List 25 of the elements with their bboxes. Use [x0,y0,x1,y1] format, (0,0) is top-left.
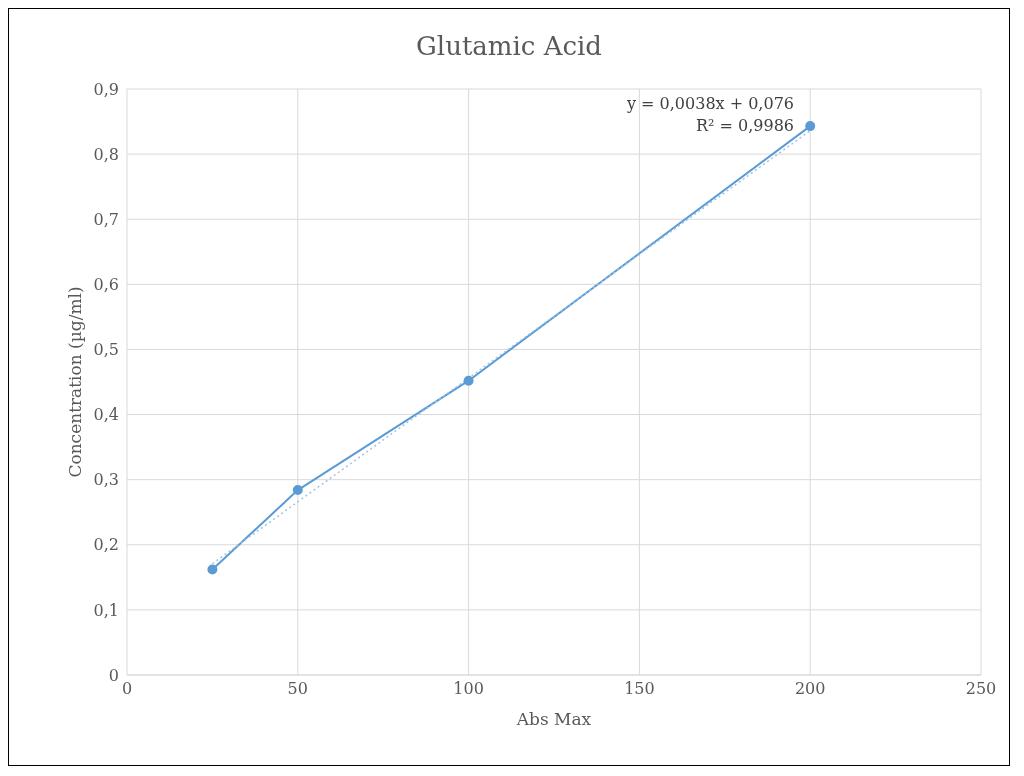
annotation: R² = 0,9986 [694,115,794,137]
y-tick-label: 0 [108,665,119,685]
x-tick-label: 150 [624,679,655,699]
y-tick-label: 0,6 [93,275,119,295]
y-tick-label: 0,7 [93,209,119,229]
y-tick-label: 0,2 [93,535,119,555]
point [207,564,218,575]
x-tick-label: 200 [794,679,826,699]
y-tick-label: 0,3 [93,470,119,490]
x-tick-label: 250 [965,679,997,699]
point [805,121,816,132]
point [463,375,474,386]
x-tick-label: 50 [287,679,308,699]
point [292,485,303,496]
x-tick-label: 100 [453,679,484,699]
y-tick-label: 0,5 [93,340,119,360]
annotation: y = 0,0038x + 0,076 [626,93,794,115]
chart-title: Glutamic Acid [415,31,603,61]
y-tick-label: 0,4 [93,405,119,425]
x-tick-label: 0 [121,679,133,699]
x-axis-title: Abs Max [515,709,592,729]
y-axis-title: Concentration (µg/ml) [65,286,86,478]
y-tick-label: 0,9 [93,79,119,99]
y-tick-label: 0,1 [93,600,119,620]
y-tick-label: 0,8 [93,144,119,164]
